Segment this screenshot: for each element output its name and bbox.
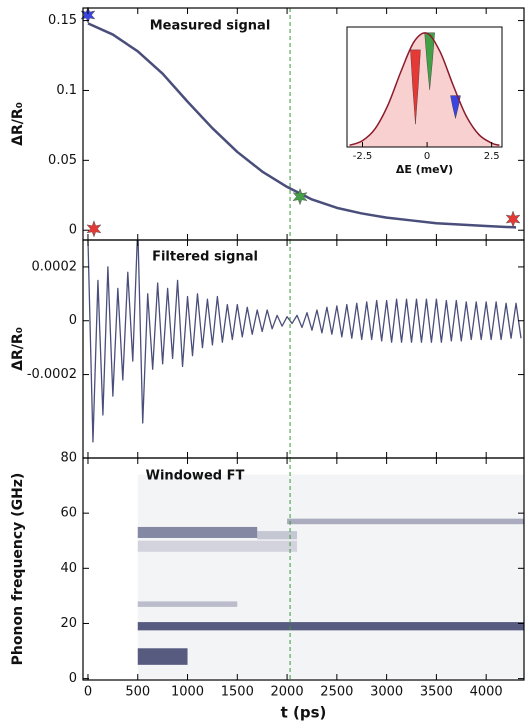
y-axis-label: ΔR/R₀ [10, 327, 26, 371]
spectral-band [137, 526, 258, 538]
plot-area [87, 240, 522, 458]
y-tick-label: 0.1 [56, 83, 77, 98]
y-tick-label: 0.0002 [32, 259, 78, 274]
star-marker [292, 187, 308, 206]
panel-frame [82, 457, 525, 681]
y-tick-label: 20 [60, 616, 77, 631]
y-tick-label: 0 [69, 223, 77, 238]
x-tick-label: 3500 [420, 685, 453, 700]
y-axis-label: ΔR/R₀ [10, 102, 26, 146]
x-tick-label: 1500 [221, 685, 254, 700]
inset-curve [349, 32, 500, 147]
spectral-band [137, 622, 524, 631]
inset-area [349, 32, 500, 147]
spectral-band [137, 540, 298, 552]
y-tick-label: -0.0002 [27, 367, 77, 382]
inset-x-tick-label: 2.5 [484, 151, 500, 162]
x-axis-label: t (ps) [281, 704, 327, 722]
panel-frame [82, 239, 525, 459]
y-tick-label: 0 [69, 313, 77, 328]
inset-slice [410, 49, 421, 125]
panel-title: Windowed FT [146, 469, 245, 484]
spectral-band [137, 648, 188, 665]
star-marker [80, 6, 96, 24]
spectral-band [137, 474, 524, 679]
y-tick-label: 0 [69, 671, 77, 686]
x-tick-label: 500 [125, 685, 150, 700]
y-tick-label: 60 [60, 506, 77, 521]
y-tick-label: 40 [60, 561, 77, 576]
star-marker [505, 210, 521, 228]
x-tick-label: 3000 [370, 685, 403, 700]
spectral-band [257, 531, 298, 540]
signal-line [87, 240, 522, 443]
plot-area [137, 458, 524, 680]
spectral-band [287, 518, 524, 525]
panel-title: Measured signal [150, 19, 271, 34]
inset-slice [424, 32, 435, 90]
x-tick-label: 0 [84, 685, 92, 700]
inset-x-label: ΔE (meV) [396, 163, 453, 176]
x-tick-label: 2000 [271, 685, 304, 700]
x-tick-label: 2500 [320, 685, 353, 700]
inset-frame [346, 26, 503, 148]
y-tick-label: 80 [60, 451, 77, 466]
y-tick-label: 0.15 [48, 13, 77, 28]
x-tick-label: 1000 [171, 685, 204, 700]
star-marker [86, 220, 102, 238]
panel-title: Filtered signal [152, 250, 258, 265]
y-axis-label: Phonon frequency (GHz) [10, 473, 26, 666]
inset-x-tick-label: -2.5 [353, 151, 373, 162]
spectral-band [137, 601, 238, 607]
y-tick-label: 0.05 [48, 153, 77, 168]
inset-x-tick-label: 0 [424, 151, 430, 162]
x-tick-label: 4000 [470, 685, 503, 700]
